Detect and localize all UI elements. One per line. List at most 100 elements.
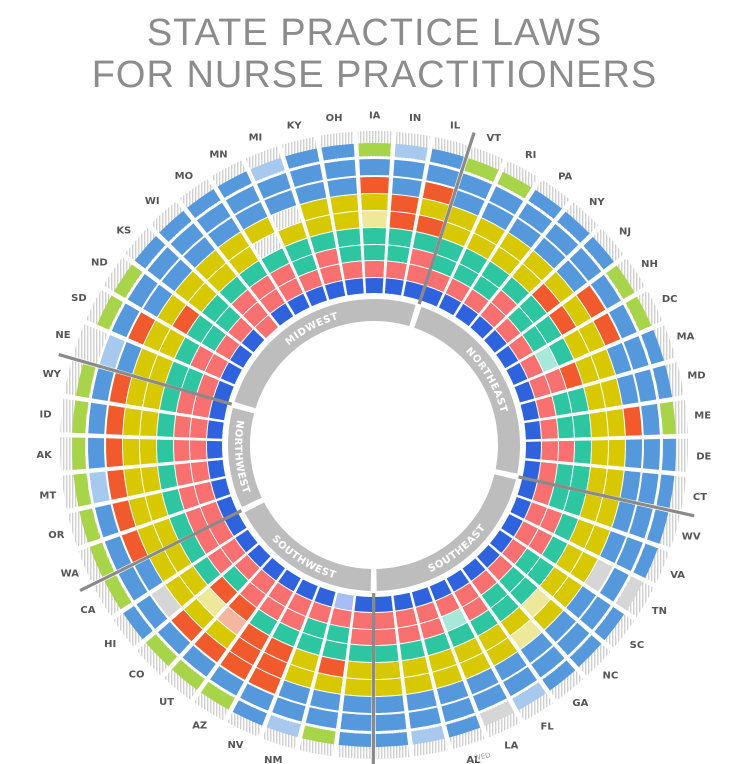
state-label-ia: IA bbox=[369, 111, 381, 122]
ring-9-cell-ma bbox=[514, 381, 535, 403]
ring-4-cell-il bbox=[419, 198, 449, 221]
ring-8-cell-de bbox=[541, 441, 558, 461]
state-label-va: VA bbox=[670, 570, 685, 581]
ring-4-cell-va bbox=[584, 525, 610, 556]
ring-6-cell-ar bbox=[375, 644, 399, 662]
state-label-az: AZ bbox=[192, 721, 207, 732]
ring-7-cell-mn bbox=[270, 263, 296, 287]
ring-1-cell-id bbox=[72, 400, 89, 434]
ring-1-cell-pa bbox=[528, 189, 562, 219]
state-label-ct: CT bbox=[693, 492, 707, 503]
ring-2-cell-az bbox=[210, 666, 244, 696]
ring-4-cell-nd bbox=[157, 294, 186, 326]
ring-8-cell-ma bbox=[529, 374, 551, 399]
ring-8-cell-hi bbox=[221, 538, 246, 564]
ring-4-cell-wi bbox=[195, 250, 226, 280]
ring-9-cell-de bbox=[525, 441, 541, 460]
ring-7-cell-ca bbox=[195, 528, 219, 554]
ring-1-cell-tn bbox=[615, 576, 643, 611]
ring-1-cell-dc bbox=[625, 296, 652, 331]
ring-3-cell-wa bbox=[121, 530, 148, 563]
state-label-la: LA bbox=[504, 741, 518, 752]
ring-2-cell-al bbox=[441, 697, 475, 722]
ring-2-cell-de bbox=[642, 439, 661, 470]
ring-8-cell-ny bbox=[480, 302, 506, 328]
ring-2-cell-nh bbox=[591, 274, 621, 309]
ring-4-cell-dc bbox=[578, 321, 605, 353]
ring-1-cell-nd bbox=[113, 264, 143, 299]
ring-5-cell-tx bbox=[318, 656, 346, 677]
ring-5-cell-wy bbox=[143, 382, 164, 410]
ring-6-cell-fl bbox=[470, 610, 498, 636]
ring-6-cell-tn bbox=[542, 536, 568, 564]
ring-5-cell-mi bbox=[278, 222, 307, 247]
ring-4-cell-in bbox=[390, 194, 419, 214]
ring-6-cell-ut bbox=[228, 594, 257, 621]
ring-6-cell-la bbox=[447, 623, 475, 647]
ring-9-cell-wv bbox=[517, 478, 537, 500]
region-band-midwest bbox=[234, 299, 416, 409]
ring-1-cell-az bbox=[200, 681, 235, 710]
ring-4-cell-ga bbox=[510, 620, 542, 650]
ring-4-cell-hi bbox=[165, 575, 195, 607]
ring-1-cell-mi bbox=[250, 157, 285, 182]
ring-2-cell-fl bbox=[503, 666, 537, 697]
ring-7-cell-tx bbox=[326, 624, 350, 644]
ring-1-cell-sd bbox=[97, 295, 123, 330]
ring-8-cell-dc bbox=[520, 354, 544, 379]
ring-4-cell-wy bbox=[126, 377, 148, 407]
ring-8-cell-ky bbox=[319, 264, 343, 285]
ring-1-cell-ct bbox=[656, 474, 675, 508]
ring-9-cell-la bbox=[429, 579, 452, 601]
ring-4-cell-ia bbox=[361, 194, 388, 211]
ring-9-cell-ar bbox=[374, 596, 393, 612]
ring-7-cell-nc bbox=[499, 566, 525, 593]
state-label-oh: OH bbox=[326, 113, 343, 124]
ring-6-cell-sc bbox=[527, 557, 554, 586]
ring-6-cell-ne bbox=[165, 361, 189, 389]
ring-3-cell-wy bbox=[109, 373, 132, 404]
ring-4-cell-ok bbox=[344, 678, 372, 696]
ring-4-cell-ut bbox=[205, 619, 237, 649]
state-label-hi: HI bbox=[104, 639, 116, 650]
ring-7-cell-il bbox=[409, 248, 434, 269]
region-divider bbox=[58, 353, 233, 406]
ring-9-cell-id bbox=[207, 420, 224, 439]
ring-2-cell-oh bbox=[324, 159, 356, 180]
ring-3-cell-nj bbox=[556, 260, 587, 292]
state-label-wy: WY bbox=[43, 369, 62, 380]
ring-1-cell-al bbox=[446, 715, 481, 738]
ring-9-cell-nc bbox=[477, 545, 500, 568]
state-label-ny: NY bbox=[589, 197, 605, 208]
ring-9-cell-wi bbox=[255, 315, 279, 339]
ring-9-cell-ca bbox=[224, 513, 247, 536]
ring-6-cell-wa bbox=[169, 512, 194, 540]
ring-1-cell-il bbox=[429, 148, 464, 170]
ring-6-cell-nh bbox=[535, 315, 562, 344]
ring-9-cell-dc bbox=[506, 362, 528, 385]
state-label-in: IN bbox=[409, 113, 421, 124]
ring-7-cell-dc bbox=[535, 346, 558, 372]
ring-3-cell-ut bbox=[194, 632, 227, 663]
ring-9-cell-sc bbox=[490, 530, 513, 553]
state-label-nc: NC bbox=[603, 671, 619, 682]
ring-4-cell-nh bbox=[562, 295, 591, 327]
ring-2-cell-ar bbox=[375, 713, 407, 731]
ring-8-cell-vt bbox=[426, 270, 450, 292]
ring-8-cell-ne bbox=[197, 374, 219, 398]
ring-9-cell-nm bbox=[314, 587, 336, 607]
ring-3-cell-pa bbox=[508, 218, 541, 248]
ring-3-cell-ak bbox=[105, 438, 123, 468]
ring-9-cell-ia bbox=[365, 277, 384, 294]
ring-2-cell-ca bbox=[118, 566, 148, 601]
state-label-nv: NV bbox=[227, 740, 243, 751]
ring-8-cell-tn bbox=[514, 521, 538, 546]
ring-3-cell-mi bbox=[264, 190, 297, 216]
ring-1-cell-ar bbox=[375, 732, 409, 747]
ring-6-cell-mn bbox=[261, 248, 289, 274]
ring-5-cell-ar bbox=[375, 661, 401, 679]
ring-2-cell-wi bbox=[170, 223, 204, 256]
ring-9-cell-tn bbox=[501, 514, 523, 537]
ring-1-cell-ne bbox=[84, 328, 108, 364]
ring-4-cell-mt bbox=[124, 468, 144, 497]
